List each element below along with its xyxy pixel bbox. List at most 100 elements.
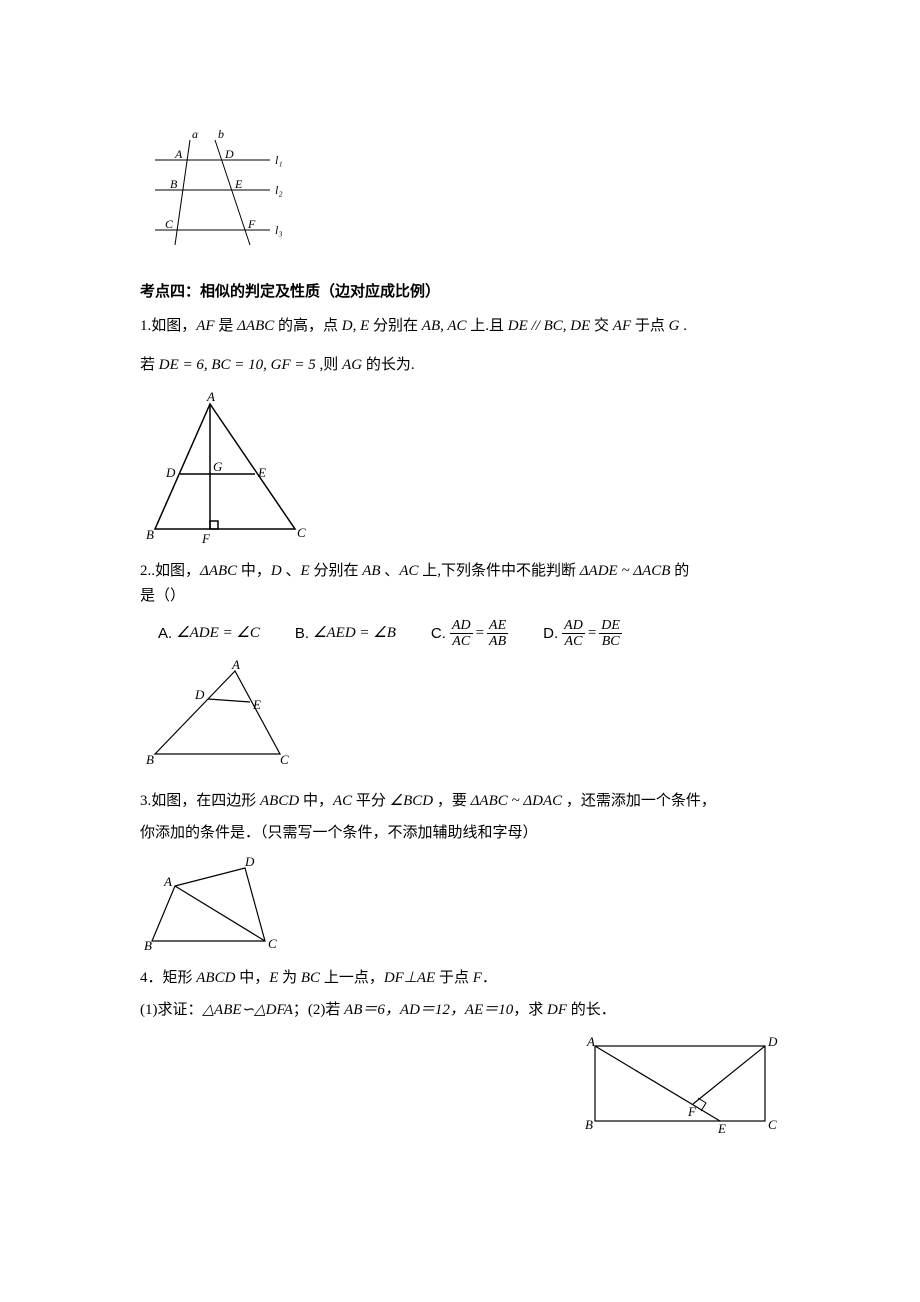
- q2-opt-b: B.∠AED = ∠B: [295, 618, 396, 650]
- q1-de-pts: D, E: [342, 318, 370, 334]
- q1-label-E: E: [257, 465, 266, 480]
- q2-opt-d: D. ADAC = DEBC: [543, 618, 622, 650]
- figure-q3: A B C D: [140, 856, 780, 956]
- q1-l2-b: ,则: [316, 357, 342, 373]
- svg-q4: A B C D E F: [580, 1031, 780, 1141]
- q4-l1-e: 于点: [435, 970, 473, 986]
- q2-text-a: 2..如图，: [140, 563, 200, 579]
- q2-text-c2: 、: [381, 563, 400, 579]
- q2-opt-d-label: D.: [543, 621, 558, 647]
- figure-q1: A B C D E F G: [140, 389, 780, 549]
- q4-f: F: [473, 970, 482, 986]
- q2-text-g: 是（）: [140, 588, 185, 604]
- q3-label-D: D: [244, 856, 255, 869]
- label-a: a: [192, 127, 198, 141]
- section4-title: 考点四：相似的判定及性质（边对应成比例）: [140, 280, 780, 306]
- q2-c-lden: AC: [450, 634, 473, 649]
- q1-label-G: G: [213, 459, 223, 474]
- q3-ac: AC: [333, 793, 352, 809]
- q4-bc: BC: [301, 970, 320, 986]
- q2-abc: ΔABC: [200, 563, 237, 579]
- q4-abcd: ABCD: [196, 970, 235, 986]
- q4-label-C: C: [768, 1117, 777, 1132]
- q3-label-B: B: [144, 938, 152, 953]
- label-B: B: [170, 177, 178, 191]
- q1-af2: AF: [613, 318, 631, 334]
- q4-line2: (1)求证：△ABE∽△DFA；(2)若 AB＝6，AD＝12，AE＝10，求 …: [140, 998, 780, 1024]
- q2-text-c: 、: [282, 563, 301, 579]
- q2-d-rden: BC: [599, 634, 622, 649]
- q1-text-g: 于点: [631, 318, 669, 334]
- q4-l2-c: ，求: [513, 1002, 547, 1018]
- q2-d: D: [271, 563, 282, 579]
- q3-label-C: C: [268, 936, 277, 951]
- q4-df: DF: [547, 1002, 567, 1018]
- q2-ab: AB: [362, 563, 380, 579]
- q2-opt-a: A.∠ADE = ∠C: [158, 618, 260, 650]
- q1-af: AF: [196, 318, 214, 334]
- q3-bcd: ∠BCD: [390, 793, 433, 809]
- q1-text-f: 交: [590, 318, 613, 334]
- q2-opt-c: C. ADAC = AEAB: [431, 618, 508, 650]
- label-l2: l₂: [275, 183, 283, 197]
- q2-opt-b-expr: ∠AED = ∠B: [313, 621, 396, 647]
- q3-text-b: 中，: [299, 793, 333, 809]
- q1-label-F: F: [201, 531, 211, 546]
- q1-label-C: C: [297, 525, 306, 540]
- label-C: C: [165, 217, 174, 231]
- q2-text-e: 上,下列条件中不能判断: [418, 563, 579, 579]
- q4-line1: 4．矩形 ABCD 中，E 为 BC 上一点，DF⊥AE 于点 F．: [140, 966, 780, 992]
- q1-l2-a: 若: [140, 357, 159, 373]
- label-l3: l₃: [275, 223, 283, 237]
- q2-label-D: D: [194, 687, 205, 702]
- q4-l2-b: ；(2)若: [293, 1002, 344, 1018]
- label-E: E: [234, 177, 243, 191]
- q4-l1-a: 4．矩形: [140, 970, 196, 986]
- q1-label-B: B: [146, 527, 154, 542]
- label-F: F: [247, 217, 256, 231]
- q2-opt-a-expr: ∠ADE = ∠C: [176, 621, 260, 647]
- q4-l1-c: 为: [278, 970, 301, 986]
- q3-line1: 3.如图，在四边形 ABCD 中，AC 平分 ∠BCD ，要 ΔABC ~ ΔD…: [140, 789, 780, 815]
- svg-q3: A B C D: [140, 856, 290, 956]
- q3-text-c: 平分: [352, 793, 390, 809]
- q1-abc: ΔABC: [237, 318, 274, 334]
- q2-label-B: B: [146, 752, 154, 767]
- q3-sim: ΔABC ~ ΔDAC: [471, 793, 563, 809]
- q2-label-A: A: [231, 659, 240, 672]
- q1-label-A: A: [206, 389, 215, 404]
- q1-line1: 1.如图，AF 是 ΔABC 的高，点 D, E 分别在 AB, AC 上.且 …: [140, 314, 780, 340]
- q1-g: G: [669, 318, 680, 334]
- q3-text-d: ，要: [433, 793, 471, 809]
- q2-text: 2..如图，ΔABC 中，D 、E 分别在 AB 、AC 上,下列条件中不能判断…: [140, 559, 780, 610]
- q2-options: A.∠ADE = ∠C B.∠AED = ∠B C. ADAC = AEAB D…: [158, 618, 780, 650]
- q2-c-rden: AB: [487, 634, 508, 649]
- q2-text-b: 中，: [237, 563, 271, 579]
- q4-l1-f: ．: [482, 970, 497, 986]
- q1-text-h: .: [679, 318, 687, 334]
- q1-l2-c: 的长为.: [362, 357, 415, 373]
- q4-dfae: DF⊥AE: [384, 970, 435, 986]
- q4-label-E: E: [717, 1121, 726, 1136]
- q2-opt-b-label: B.: [295, 621, 309, 647]
- q4-vals: AB＝6，AD＝12，AE＝10: [344, 1002, 513, 1018]
- q2-d-lnum: AD: [562, 618, 585, 634]
- q2-opt-c-label: C.: [431, 621, 446, 647]
- q2-label-C: C: [280, 752, 289, 767]
- figure-q2: A B C D E: [140, 659, 780, 769]
- label-b: b: [218, 127, 224, 141]
- q2-label-E: E: [252, 697, 261, 712]
- q1-line2: 若 DE = 6, BC = 10, GF = 5 ,则 AG 的长为.: [140, 353, 780, 379]
- svg-q2: A B C D E: [140, 659, 300, 769]
- svg-parallel-lines: a b A D B E C F l₁ l₂ l₃: [140, 120, 300, 260]
- q4-sim: △ABE∽△DFA: [203, 1002, 293, 1018]
- q4-label-B: B: [585, 1117, 593, 1132]
- q1-ab-ac: AB, AC: [422, 318, 467, 334]
- q4-l1-b: 中，: [235, 970, 269, 986]
- q3-text-e: ，还需添加一个条件，: [562, 793, 716, 809]
- q1-text-c: 的高，点: [274, 318, 342, 334]
- q4-l2-d: 的长．: [567, 1002, 616, 1018]
- q1-text-a: 1.如图，: [140, 318, 196, 334]
- label-l1: l₁: [275, 153, 283, 167]
- q3-text-a: 3.如图，在四边形: [140, 793, 260, 809]
